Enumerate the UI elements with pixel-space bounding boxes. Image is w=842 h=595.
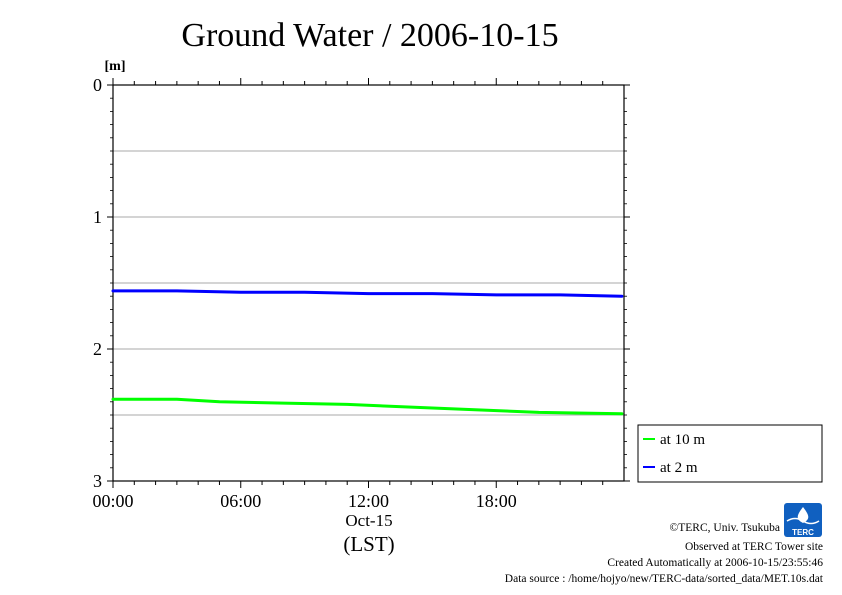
y-tick-label: 2: [93, 339, 102, 359]
chart-title: Ground Water / 2006-10-15: [181, 17, 558, 54]
gridlines: [113, 150, 624, 416]
y-axis-unit-label: [m]: [105, 59, 126, 74]
logo-text: TERC: [792, 528, 814, 537]
series-line-at-2-m: [111, 289, 624, 298]
series-line-at-10-m: [111, 397, 624, 416]
legend-box: [637, 424, 823, 483]
observed-text: Observed at TERC Tower site: [685, 541, 823, 553]
y-axis: 0 1 2 3: [93, 75, 630, 491]
y-tick-label: 3: [93, 471, 102, 491]
y-tick-label: 0: [93, 75, 102, 95]
x-axis-unit-label: (LST): [343, 532, 394, 556]
created-text: Created Automatically at 2006-10-15/23:5…: [607, 557, 823, 569]
x-tick-label: 00:00: [92, 491, 133, 511]
x-tick-label: 12:00: [348, 491, 389, 511]
x-tick-label: 18:00: [476, 491, 517, 511]
series-layer: [111, 289, 624, 416]
legend-label-at-10m: at 10 m: [660, 432, 705, 448]
data-source-text: Data source : /home/hojyo/new/TERC-data/…: [505, 573, 824, 585]
legend-label-at-2m: at 2 m: [660, 460, 698, 476]
x-tick-label: 06:00: [220, 491, 261, 511]
terc-logo: TERC: [784, 503, 822, 537]
wave-icon: [786, 517, 820, 525]
x-axis-date-label: Oct-15: [345, 511, 392, 530]
copyright-text: ©TERC, Univ. Tsukuba: [670, 522, 780, 534]
x-axis: 00:00 06:00 12:00 18:00: [92, 78, 604, 511]
legend: at 10 m at 2 m: [637, 424, 823, 483]
y-tick-label: 1: [93, 207, 102, 227]
